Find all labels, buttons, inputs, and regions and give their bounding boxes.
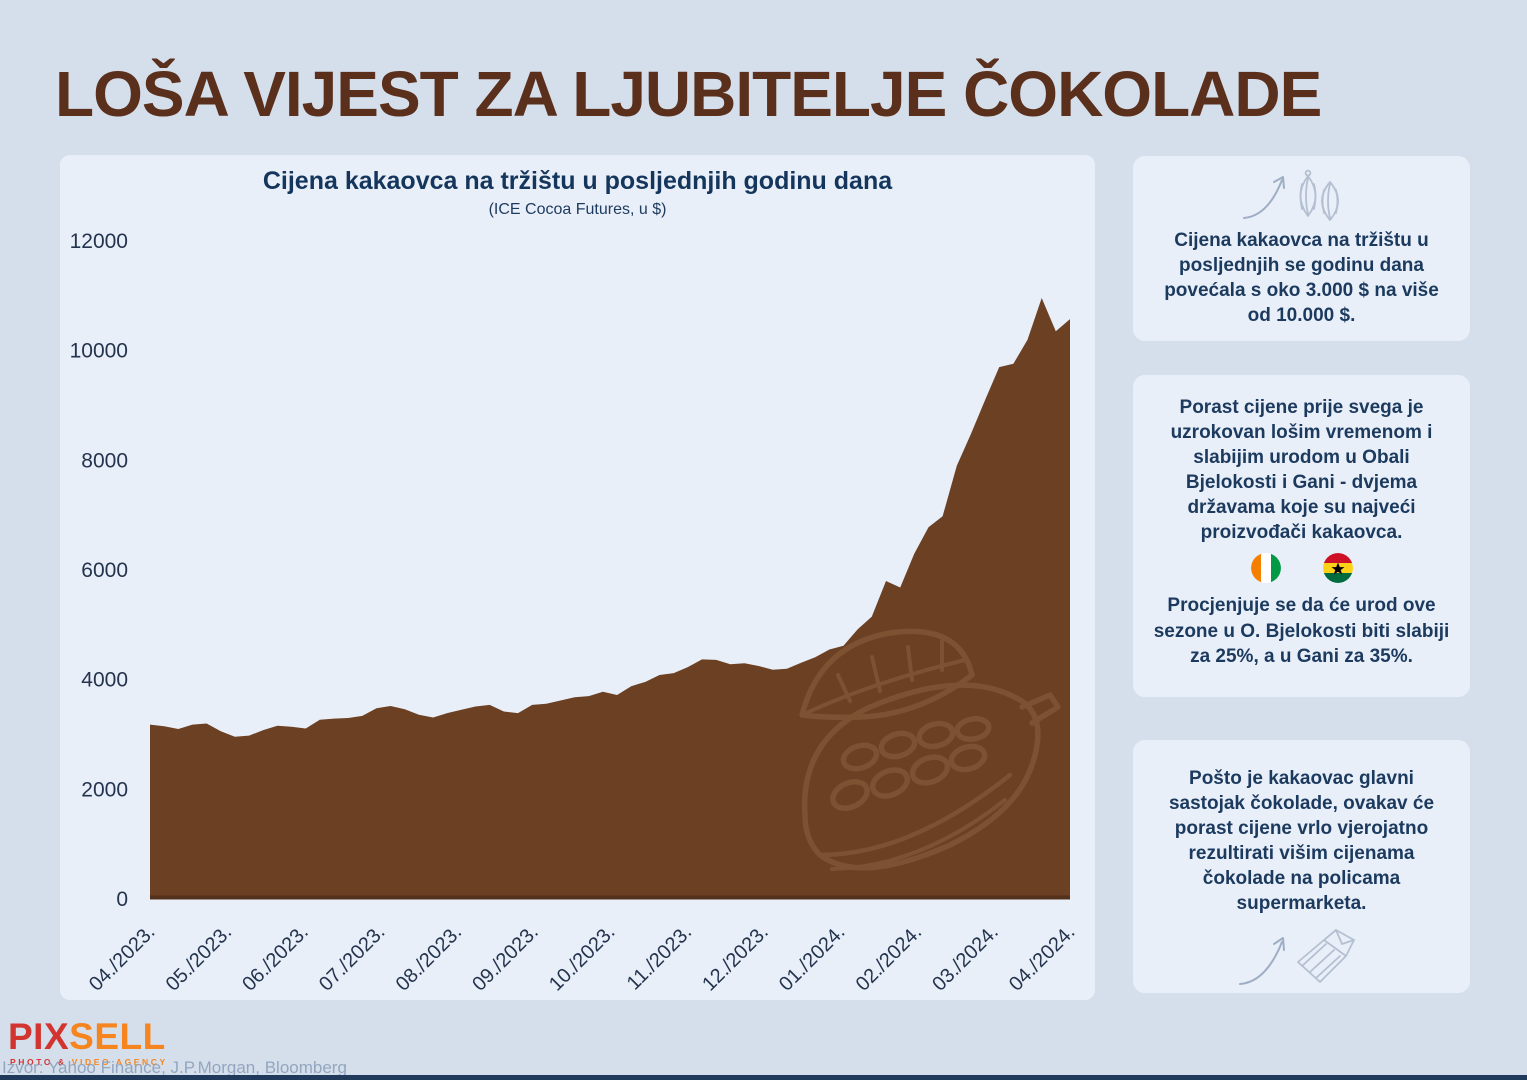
svg-text:04./2023.: 04./2023. [85,921,160,996]
sidebar-box2-text2: Procjenjuje se da će urod ove sezone u O… [1153,595,1450,667]
y-axis-labels: 0 2000 4000 6000 8000 10000 12000 [70,230,128,911]
bottom-accent-bar [0,1075,1527,1080]
svg-text:01./2024.: 01./2024. [775,921,850,996]
sidebar-box-cause: Porast cijene prije svega je uzrokovan l… [1133,375,1470,697]
chart-panel: 0 2000 4000 6000 8000 10000 12000 04./2023. 05.… [60,155,1095,1000]
svg-text:10./2023.: 10./2023. [545,921,620,996]
cocoa-price-chart: 0 2000 4000 6000 8000 10000 12000 04./2023. 05.… [70,230,1080,996]
cocoa-price-area [150,298,1070,899]
sidebar-box1-text: Cijena kakaovca na tržištu u posljednjih… [1164,230,1439,327]
sidebar-box-consequence: Pošto je kakaovac glavni sastojak čokola… [1133,740,1470,993]
arrow-up-cocoa-pods-icon [1242,169,1339,221]
pixsell-logo-wordmark: PIXSELL [8,1016,166,1057]
svg-text:8000: 8000 [81,449,128,472]
svg-text:04./2024.: 04./2024. [1005,921,1080,996]
ghana-flag-icon [1322,553,1353,584]
svg-text:07./2023.: 07./2023. [315,921,390,996]
x-axis-labels: 04./2023. 05./2023. 06./2023. 07./2023. 08./… [85,921,1080,996]
pixsell-logo-tagline: PHOTO & VIDEO AGENCY [10,1057,168,1067]
svg-text:08./2023.: 08./2023. [392,921,467,996]
flags-row [1133,553,1470,584]
svg-text:2000: 2000 [81,778,128,801]
svg-text:03./2024.: 03./2024. [928,921,1003,996]
page-title: LOŠA VIJEST ZA LJUBITELJE ČOKOLADE [55,58,1322,130]
svg-text:12./2023.: 12./2023. [698,921,773,996]
cocoa-pod-watermark [799,628,1061,871]
chart-title: Cijena kakaovca na tržištu u posljednjih… [262,167,893,195]
source-line: Izvor: Yahoo Finance, J.P.Morgan, Bloomb… [2,1058,347,1077]
svg-text:05./2023.: 05./2023. [162,921,237,996]
sidebar-box-price-increase: Cijena kakaovca na tržištu u posljednjih… [1133,156,1470,341]
svg-text:6000: 6000 [81,559,128,582]
svg-text:02./2024.: 02./2024. [852,921,927,996]
x-axis-line [150,895,1070,900]
sidebar-box3-text: Pošto je kakaovac glavni sastojak čokola… [1168,768,1435,915]
pixsell-logo: PIXSELL PHOTO & VIDEO AGENCY [8,1018,168,1067]
svg-text:12000: 12000 [70,230,128,253]
svg-text:09./2023.: 09./2023. [468,921,543,996]
sidebar-box2-text1: Porast cijene prije svega je uzrokovan l… [1170,397,1433,544]
svg-text:11./2023.: 11./2023. [623,921,696,994]
svg-text:4000: 4000 [81,669,128,692]
ivory-coast-flag-icon [1250,553,1281,584]
svg-text:0: 0 [116,888,128,911]
svg-text:10000: 10000 [70,340,128,363]
chart-subtitle: (ICE Cocoa Futures, u $) [488,201,667,218]
svg-text:06./2023.: 06./2023. [238,921,313,996]
arrow-up-chocolate-bar-icon [1238,929,1355,986]
